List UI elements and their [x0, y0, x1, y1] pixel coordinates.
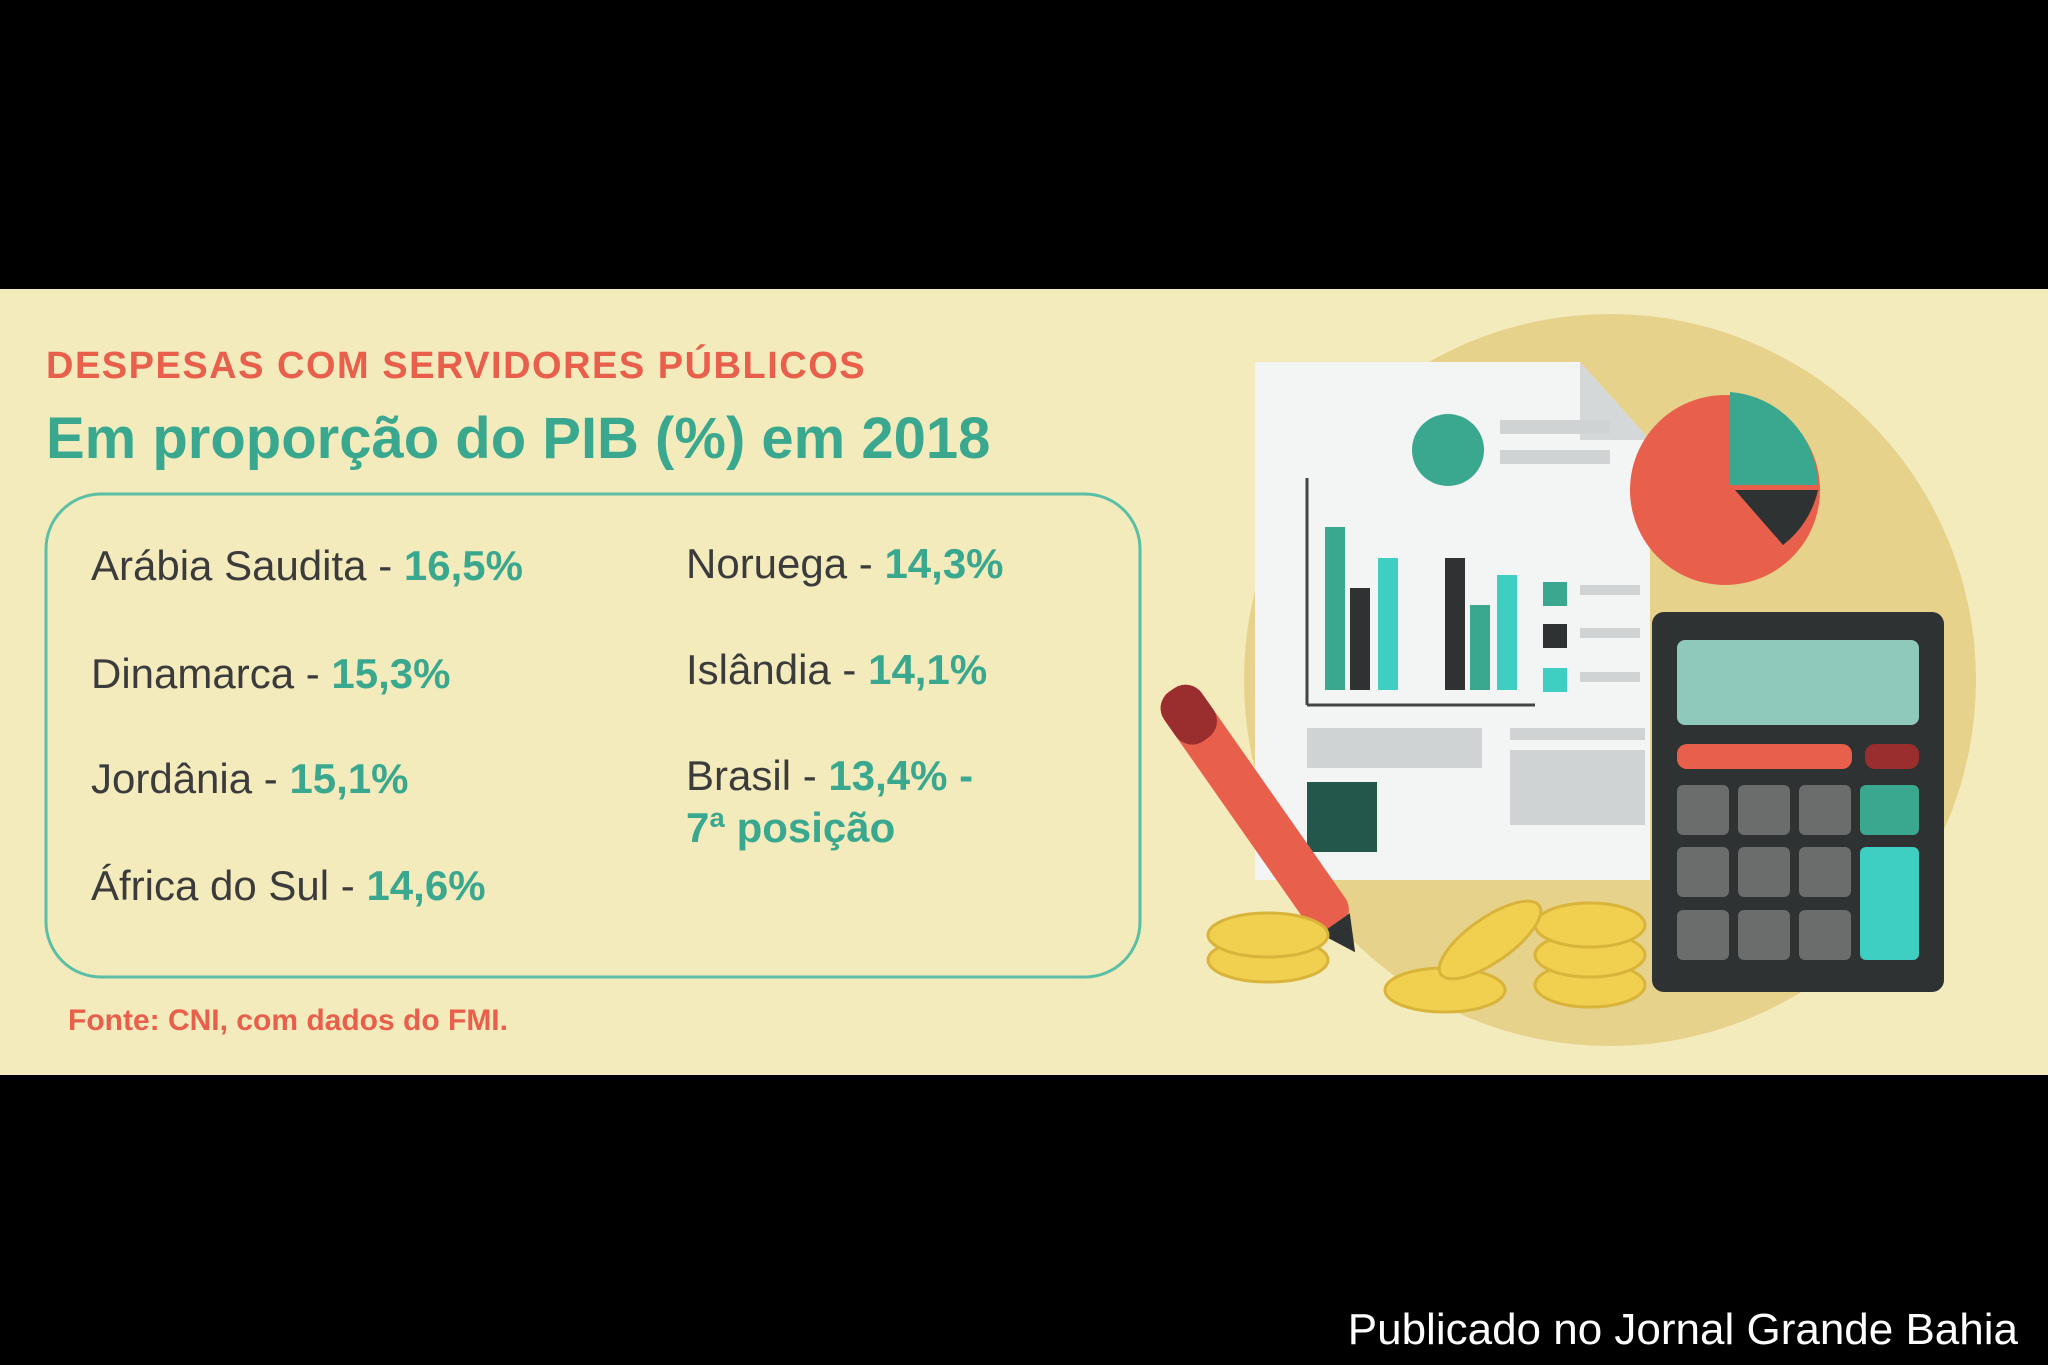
- list-item: Noruega - 14,3%: [686, 540, 1004, 587]
- value: 13,4% -: [828, 752, 973, 799]
- list-item: Brasil - 13,4% -: [686, 752, 973, 799]
- country: Islândia -: [686, 646, 856, 693]
- value: 15,1%: [289, 755, 408, 802]
- title: Em proporção do PIB (%) em 2018: [46, 406, 990, 471]
- illustration: [1160, 314, 1976, 1046]
- list-item: Islândia - 14,1%: [686, 646, 987, 693]
- list-item: Dinamarca - 15,3%: [91, 650, 451, 697]
- country: Dinamarca -: [91, 650, 320, 697]
- value: 14,1%: [868, 646, 987, 693]
- list-item: Jordânia - 15,1%: [91, 755, 409, 802]
- note: 7ª posição: [686, 804, 895, 851]
- list: Arábia Saudita - 16,5% Dinamarca - 15,3%…: [91, 540, 1004, 909]
- country: Jordânia -: [91, 755, 278, 802]
- watermark: Publicado no Jornal Grande Bahia: [1348, 1305, 2019, 1354]
- value: 15,3%: [331, 650, 450, 697]
- list-box: [44, 492, 1142, 979]
- list-item: África do Sul - 14,6%: [91, 862, 486, 909]
- value: 14,6%: [366, 862, 485, 909]
- country: Brasil -: [686, 752, 817, 799]
- value: 16,5%: [404, 542, 523, 589]
- kicker: DESPESAS COM SERVIDORES PÚBLICOS: [46, 343, 866, 387]
- country: África do Sul -: [91, 862, 355, 909]
- source: Fonte: CNI, com dados do FMI.: [68, 1004, 508, 1037]
- country: Arábia Saudita -: [91, 542, 392, 589]
- list-item: Arábia Saudita - 16,5%: [91, 542, 523, 589]
- value: 14,3%: [884, 540, 1003, 587]
- country: Noruega -: [686, 540, 873, 587]
